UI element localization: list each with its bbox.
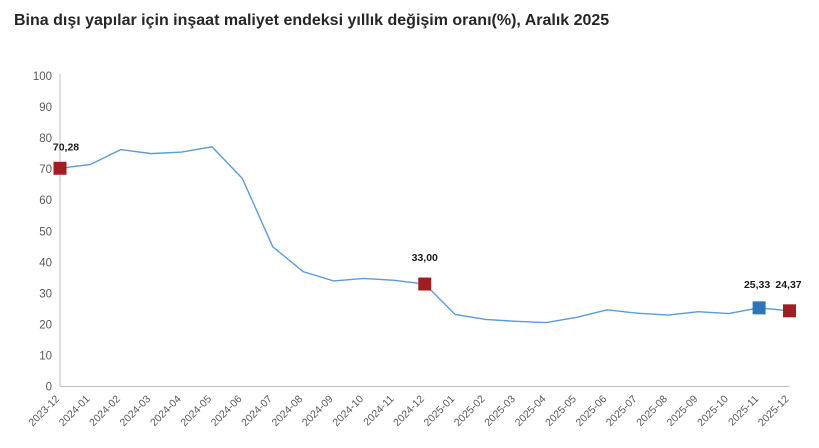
svg-text:2025-01: 2025-01 [422,393,458,429]
svg-text:2025-03: 2025-03 [482,393,518,429]
svg-text:10: 10 [39,350,52,362]
svg-text:2024-07: 2024-07 [239,393,275,429]
svg-text:100: 100 [33,71,52,83]
svg-text:2024-08: 2024-08 [270,393,306,429]
svg-text:2024-04: 2024-04 [148,393,184,429]
svg-text:2025-11: 2025-11 [726,393,761,428]
svg-text:30: 30 [39,288,52,300]
svg-text:20: 20 [39,319,52,331]
svg-text:2025-05: 2025-05 [543,393,579,429]
svg-text:2025-10: 2025-10 [695,393,731,429]
svg-text:2024-06: 2024-06 [209,393,245,429]
svg-text:60: 60 [39,195,52,207]
svg-text:2024-05: 2024-05 [178,393,214,429]
svg-text:2025-04: 2025-04 [513,393,549,429]
svg-text:2023-12: 2023-12 [26,393,62,429]
svg-text:40: 40 [39,257,52,269]
svg-text:2024-12: 2024-12 [391,393,427,429]
svg-text:0: 0 [46,382,52,394]
svg-text:80: 80 [39,133,52,145]
svg-text:2025-08: 2025-08 [634,393,670,429]
svg-text:70: 70 [39,164,52,176]
svg-text:2024-09: 2024-09 [300,393,336,429]
svg-text:2025-02: 2025-02 [452,393,488,429]
svg-text:2024-02: 2024-02 [87,393,123,429]
svg-text:50: 50 [39,226,52,238]
svg-text:90: 90 [39,102,52,114]
svg-text:2025-09: 2025-09 [665,393,701,429]
svg-text:2024-11: 2024-11 [361,393,396,428]
svg-text:2024-03: 2024-03 [118,393,154,429]
svg-text:2025-12: 2025-12 [756,393,792,429]
svg-text:24,37: 24,37 [775,279,801,291]
svg-text:2024-10: 2024-10 [330,393,366,429]
svg-text:2025-07: 2025-07 [604,393,640,429]
svg-text:33,00: 33,00 [412,252,438,264]
svg-text:25,33: 25,33 [744,279,770,291]
svg-text:2024-01: 2024-01 [57,393,93,429]
svg-text:70,28: 70,28 [53,141,79,153]
svg-text:2025-06: 2025-06 [573,393,609,429]
